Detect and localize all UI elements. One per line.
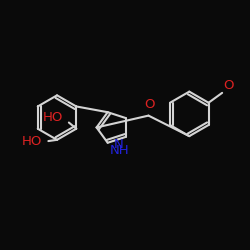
Text: HO: HO (22, 134, 42, 147)
Text: O: O (144, 98, 154, 111)
Text: NH: NH (110, 144, 129, 157)
Text: HO: HO (42, 111, 63, 124)
Text: N: N (114, 138, 124, 151)
Text: O: O (224, 78, 234, 92)
